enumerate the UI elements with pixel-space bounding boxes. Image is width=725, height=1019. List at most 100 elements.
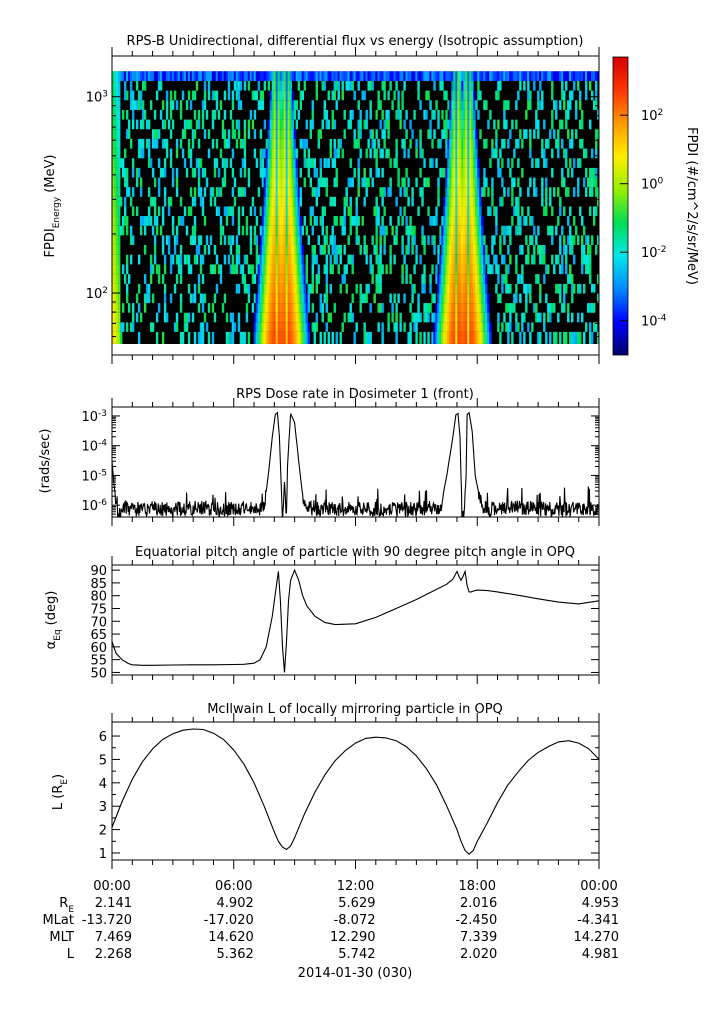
heatmap-cell: [295, 283, 299, 294]
heatmap-cell: [567, 235, 570, 245]
heatmap-cell: [131, 322, 135, 332]
heatmap-cell: [279, 322, 283, 332]
heatmap-cell: [467, 158, 470, 168]
heatmap-cell: [413, 235, 416, 245]
heatmap-cell: [461, 244, 464, 255]
heatmap-cell: [545, 187, 548, 197]
heatmap-cell: [527, 206, 530, 217]
heatmap-cell: [277, 129, 281, 139]
heatmap-cell: [501, 71, 504, 82]
heatmap-cell: [359, 283, 362, 294]
heatmap-cell: [409, 331, 412, 344]
heatmap-cell: [371, 177, 374, 188]
heatmap-cell: [199, 235, 203, 245]
heatmap-cell: [593, 206, 596, 217]
heatmap-cell: [471, 138, 474, 149]
heatmap-cell: [407, 196, 410, 207]
heatmap-cell: [435, 303, 438, 313]
heatmap-cell: [477, 303, 480, 313]
heatmap-cell: [461, 148, 464, 159]
heatmap-cell: [321, 303, 324, 313]
colorbar-label: FPDI (#/cm^2/s/sr/MeV): [684, 127, 699, 285]
heatmap-cell: [275, 119, 279, 130]
heatmap-cell: [517, 216, 520, 226]
heatmap-cell: [277, 235, 281, 245]
heatmap-cell: [595, 71, 598, 82]
heatmap-cell: [297, 187, 301, 197]
heatmap-cell: [449, 244, 452, 255]
heatmap-cell: [515, 100, 518, 110]
heatmap-cell: [389, 71, 392, 82]
heatmap-cell: [267, 81, 271, 91]
heatmap-cell: [221, 129, 225, 139]
heatmap-cell: [163, 167, 167, 178]
heatmap-cell: [125, 322, 129, 332]
ephemeris-row-name: R: [59, 896, 68, 911]
heatmap-cell: [129, 138, 133, 149]
heatmap-cell: [253, 129, 257, 139]
heatmap-cell: [587, 264, 590, 275]
heatmap-cell: [169, 109, 173, 120]
heatmap-cell: [337, 71, 340, 82]
heatmap-cell: [459, 303, 462, 313]
heatmap-cell: [509, 71, 512, 82]
heatmap-cell: [511, 71, 514, 82]
heatmap-cell: [297, 225, 301, 236]
heatmap-cell: [571, 235, 574, 245]
heatmap-cell: [241, 274, 245, 284]
heatmap-cell: [565, 158, 568, 168]
heatmap-cell: [115, 71, 119, 82]
heatmap-cell: [309, 216, 312, 226]
pitch-angle-series: [112, 568, 599, 673]
heatmap-cell: [141, 100, 145, 110]
heatmap-cell: [179, 71, 183, 82]
heatmap-cell: [191, 293, 195, 304]
heatmap-cell: [121, 71, 125, 82]
heatmap-cell: [545, 293, 548, 304]
heatmap-cell: [381, 167, 384, 178]
heatmap-cell: [225, 331, 229, 344]
heatmap-cell: [385, 148, 388, 159]
heatmap-cell: [351, 254, 354, 265]
heatmap-cell: [231, 148, 235, 159]
heatmap-cell: [291, 109, 295, 120]
heatmap-cell: [265, 235, 269, 245]
heatmap-cell: [267, 274, 271, 284]
heatmap-cell: [163, 293, 167, 304]
heatmap-cell: [367, 283, 370, 294]
heatmap-cell: [289, 274, 293, 284]
heatmap-cell: [541, 90, 544, 101]
heatmap-cell: [537, 71, 540, 82]
heatmap-cell: [437, 187, 440, 197]
heatmap-cell: [125, 254, 129, 265]
heatmap-cell: [369, 100, 372, 110]
heatmap-cell: [271, 138, 275, 149]
heatmap-cell: [483, 283, 486, 294]
heatmap-cell: [409, 274, 412, 284]
heatmap-cell: [163, 119, 167, 130]
heatmap-cell: [261, 293, 265, 304]
heatmap-cell: [479, 196, 482, 207]
heatmap-cell: [279, 148, 283, 159]
y-tick-label-exp: -6: [98, 498, 107, 508]
heatmap-cell: [503, 312, 506, 323]
heatmap-cell: [437, 312, 440, 323]
heatmap-cell: [159, 71, 163, 82]
heatmap-cell: [491, 148, 494, 159]
heatmap-cell: [379, 71, 382, 82]
heatmap-cell: [293, 158, 297, 168]
heatmap-cell: [259, 158, 263, 168]
y-axis-label-main: L (R: [51, 785, 66, 810]
heatmap-cell: [461, 100, 464, 110]
heatmap-cell: [545, 264, 548, 275]
heatmap-cell: [439, 235, 442, 245]
heatmap-cell: [112, 293, 115, 304]
heatmap-cell: [193, 331, 197, 344]
heatmap-cell: [405, 225, 408, 236]
heatmap-cell: [253, 274, 257, 284]
heatmap-cell: [459, 119, 462, 130]
heatmap-cell: [287, 322, 291, 332]
heatmap-cell: [305, 312, 308, 323]
heatmap-cell: [453, 90, 456, 101]
